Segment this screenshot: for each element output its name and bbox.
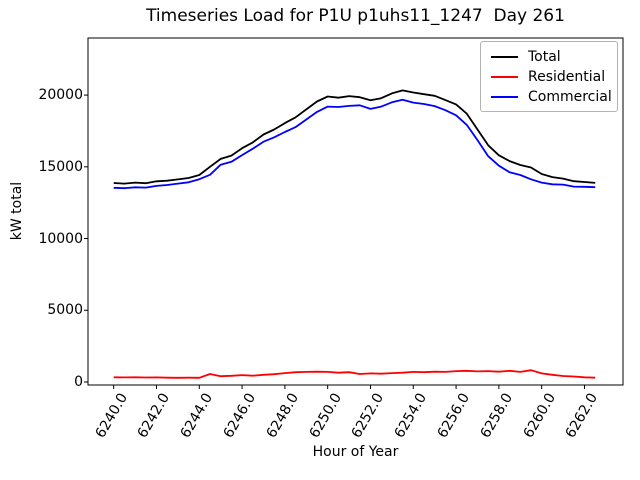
legend-label: Total (528, 49, 561, 65)
legend-line-sample-total (491, 56, 518, 58)
y-axis-label: kW total (9, 181, 25, 241)
legend-item-residential: Residential (481, 67, 617, 87)
legend-line-sample-commercial (491, 96, 518, 98)
legend: Total Residential Commercial (480, 41, 618, 112)
y-tick-label: 5000 (47, 302, 83, 319)
y-tick-label: 15000 (38, 158, 83, 175)
legend-item-total: Total (481, 47, 617, 67)
legend-label: Residential (528, 69, 606, 85)
x-axis-label: Hour of Year (312, 444, 399, 460)
chart-title: Timeseries Load for P1U p1uhs11_1247 Day… (146, 6, 565, 26)
series-line-total (113, 89, 596, 185)
y-tick-label: 10000 (38, 230, 83, 247)
series-line-residential (113, 369, 596, 379)
series-line-commercial (113, 98, 596, 190)
legend-line-sample-residential (491, 76, 518, 78)
legend-label: Commercial (528, 89, 612, 105)
legend-item-commercial: Commercial (481, 87, 617, 107)
plot-border (87, 37, 624, 386)
y-tick-label: 0 (74, 373, 83, 390)
y-tick-label: 20000 (38, 87, 83, 104)
